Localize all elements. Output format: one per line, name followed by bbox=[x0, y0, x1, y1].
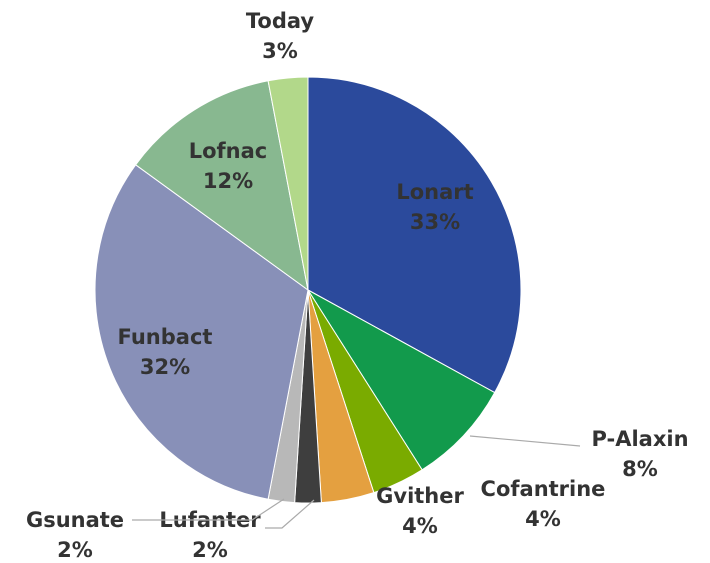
slice-label: Cofantrine bbox=[481, 477, 606, 501]
slice-label: Gvither bbox=[376, 484, 464, 508]
slice-label: Lofnac bbox=[189, 139, 268, 163]
slice-value-label: 32% bbox=[140, 355, 190, 379]
slice-value-label: 4% bbox=[402, 514, 438, 538]
slice-value-label: 12% bbox=[203, 169, 253, 193]
slice-label: P-Alaxin bbox=[591, 427, 688, 451]
slice-value-label: 3% bbox=[262, 39, 298, 63]
pie-slice bbox=[134, 80, 309, 292]
pie-slice bbox=[307, 289, 496, 471]
slice-label: Gsunate bbox=[26, 508, 124, 532]
slice-value-label: 2% bbox=[57, 538, 93, 562]
slice-label: Today bbox=[246, 9, 315, 33]
pie-slice bbox=[307, 76, 522, 394]
leader-line bbox=[469, 435, 581, 447]
slice-value-label: 4% bbox=[525, 507, 561, 531]
slice-value-label: 2% bbox=[192, 538, 228, 562]
slice-value-label: 33% bbox=[410, 210, 460, 234]
leader-line bbox=[132, 498, 285, 521]
slice-label: Lonart bbox=[396, 180, 473, 204]
slice-value-label: 8% bbox=[622, 457, 658, 481]
leader-line bbox=[265, 499, 315, 529]
pie-slice bbox=[267, 76, 309, 291]
slice-label: Funbact bbox=[118, 325, 213, 349]
pie-slice bbox=[94, 164, 309, 500]
